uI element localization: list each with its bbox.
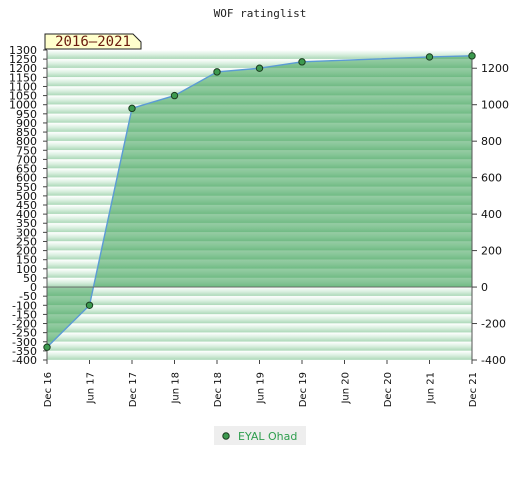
x-axis-ticks: Dec 16 Jun 17 Dec 17 Jun 18 Dec 18 Jun 19 Dec … bbox=[43, 360, 479, 407]
left-tick-label: 650 bbox=[16, 163, 37, 176]
left-tick-label: 550 bbox=[16, 181, 37, 194]
x-tick-label: Jun 20 bbox=[341, 372, 352, 405]
left-tick-label: 250 bbox=[16, 235, 37, 248]
left-tick-label: 1100 bbox=[9, 80, 37, 93]
left-tick-label: 850 bbox=[16, 126, 37, 139]
data-point bbox=[298, 58, 306, 66]
x-tick-label: Dec 17 bbox=[128, 372, 139, 407]
left-tick-label: 100 bbox=[16, 263, 37, 276]
x-tick-label: Jun 18 bbox=[171, 372, 182, 405]
left-tick-label: -200 bbox=[12, 318, 37, 331]
left-tick-label: 350 bbox=[16, 217, 37, 230]
right-tick-label: -200 bbox=[481, 318, 506, 331]
period-badge-box bbox=[44, 33, 142, 50]
left-tick-label: 0 bbox=[30, 281, 37, 294]
left-tick-label: 1150 bbox=[9, 71, 37, 84]
right-tick-label: 1200 bbox=[481, 62, 509, 75]
left-tick-label: 1200 bbox=[9, 62, 37, 75]
plot-band bbox=[47, 332, 472, 342]
x-tick-label: Jun 19 bbox=[256, 372, 267, 405]
data-point bbox=[213, 68, 221, 76]
x-tick-label: Dec 18 bbox=[213, 372, 224, 407]
right-tick-label: -400 bbox=[481, 354, 506, 367]
data-point bbox=[170, 91, 179, 100]
left-tick-label: 1250 bbox=[9, 53, 37, 66]
left-tick-label: -50 bbox=[19, 290, 37, 303]
left-tick-label: 900 bbox=[16, 117, 37, 130]
left-tick-label: -350 bbox=[12, 345, 37, 358]
data-point bbox=[43, 343, 51, 351]
plot-band bbox=[47, 59, 472, 69]
legend-marker bbox=[222, 432, 230, 440]
legend: EYAL Ohad bbox=[214, 426, 306, 445]
right-tick-label: 0 bbox=[481, 281, 488, 294]
left-tick-label: -100 bbox=[12, 299, 37, 312]
data-point bbox=[255, 64, 264, 72]
left-tick-label: 200 bbox=[16, 245, 37, 258]
data-points bbox=[43, 52, 476, 351]
left-tick-label: 1300 bbox=[9, 44, 37, 57]
chart-title: WOF ratinglist bbox=[214, 7, 307, 20]
left-tick-label: 750 bbox=[16, 144, 37, 157]
left-tick-label: -250 bbox=[12, 327, 37, 340]
right-tick-label: 600 bbox=[481, 172, 502, 185]
right-tick-label: 1000 bbox=[481, 99, 509, 112]
plot-band bbox=[47, 341, 472, 351]
right-tick-label: 200 bbox=[481, 245, 502, 258]
left-tick-label: 450 bbox=[16, 199, 37, 212]
x-tick-label: Dec 19 bbox=[298, 372, 309, 407]
right-tick-label: 400 bbox=[481, 208, 502, 221]
data-point bbox=[425, 53, 434, 61]
left-tick-label: 500 bbox=[16, 190, 37, 203]
plot-band bbox=[47, 50, 472, 60]
x-tick-label: Dec 16 bbox=[43, 372, 54, 407]
left-tick-label: 700 bbox=[16, 153, 37, 166]
left-tick-label: 600 bbox=[16, 172, 37, 185]
data-point bbox=[85, 301, 94, 309]
left-axis-ticks: 1300125012001150110010501000950900850800… bbox=[9, 44, 47, 367]
left-tick-label: 50 bbox=[23, 272, 37, 285]
left-tick-label: 800 bbox=[16, 135, 37, 148]
x-tick-label: Dec 20 bbox=[383, 372, 394, 407]
left-tick-label: 400 bbox=[16, 208, 37, 221]
plot-band bbox=[47, 323, 472, 333]
period-label: 2016–2021 bbox=[55, 34, 131, 50]
left-tick-label: -400 bbox=[12, 354, 37, 367]
legend-box bbox=[214, 426, 306, 445]
data-point bbox=[468, 52, 476, 60]
period-badge: 2016–2021 bbox=[44, 33, 142, 50]
left-tick-label: -150 bbox=[12, 308, 37, 321]
left-tick-label: 150 bbox=[16, 254, 37, 267]
right-axis-ticks: 1200 1000 800 600 400 200 0 -200 -400 bbox=[472, 62, 509, 367]
plot-band bbox=[47, 296, 472, 306]
left-tick-label: 1050 bbox=[9, 90, 37, 103]
plot-band bbox=[47, 287, 472, 297]
plot-band bbox=[47, 305, 472, 315]
left-tick-label: 950 bbox=[16, 108, 37, 121]
left-tick-label: -300 bbox=[12, 336, 37, 349]
plot-band bbox=[47, 350, 472, 360]
data-point bbox=[128, 104, 136, 113]
plot-band bbox=[47, 314, 472, 324]
right-tick-label: 800 bbox=[481, 135, 502, 148]
x-tick-label: Dec 21 bbox=[468, 372, 479, 407]
legend-series-name: EYAL Ohad bbox=[238, 430, 297, 443]
x-tick-label: Jun 17 bbox=[86, 372, 97, 405]
left-tick-label: 300 bbox=[16, 226, 37, 239]
x-tick-label: Jun 21 bbox=[426, 372, 437, 405]
left-tick-label: 1000 bbox=[9, 99, 37, 112]
